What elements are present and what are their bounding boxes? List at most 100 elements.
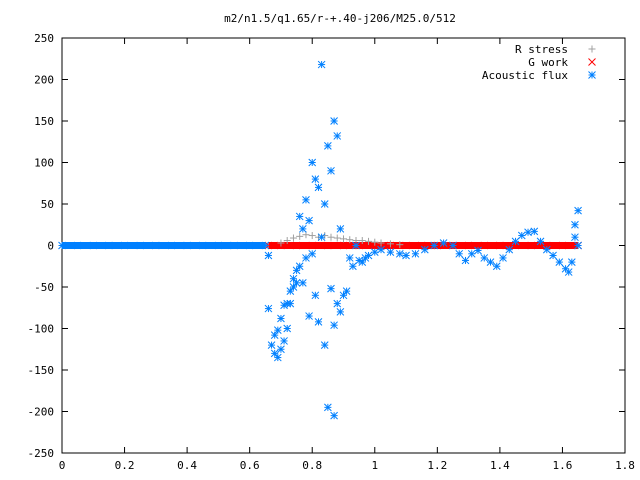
point-star [277, 314, 285, 323]
point-star [511, 237, 520, 246]
point-star [330, 117, 338, 125]
point-star [198, 241, 207, 250]
point-star [358, 258, 367, 266]
point-plus [296, 232, 304, 240]
point-star [327, 284, 335, 293]
point-star [277, 345, 285, 354]
point-star [292, 278, 301, 287]
point-star [311, 291, 320, 300]
point-star [286, 287, 295, 296]
point-star [305, 216, 313, 225]
x-tick-label: 0.2 [115, 459, 135, 472]
x-tick-label: 1.8 [615, 459, 635, 472]
point-star [120, 241, 129, 250]
point-star [245, 241, 254, 250]
point-plus [321, 232, 329, 240]
point-star [270, 331, 279, 339]
point-star [336, 308, 345, 316]
point-cross [402, 241, 410, 250]
point-plus [377, 239, 385, 247]
chart-title: m2/n1.5/q1.65/r-+.40-j206/M25.0/512 [224, 12, 456, 25]
point-star [420, 245, 429, 254]
point-star [214, 241, 223, 250]
point-plus [333, 234, 341, 242]
point-star [330, 411, 338, 420]
point-star [314, 183, 323, 192]
point-star [167, 241, 176, 250]
point-plus [340, 235, 347, 243]
point-star [308, 249, 317, 258]
point-star [298, 278, 307, 287]
point-star [89, 241, 98, 250]
x-tick-label: 1 [371, 459, 378, 472]
point-star [486, 258, 495, 266]
y-tick-label: -150 [28, 364, 55, 377]
point-star [555, 258, 564, 266]
point-star [302, 254, 310, 262]
point-star [549, 251, 557, 260]
point-star [370, 248, 379, 256]
point-star [530, 227, 539, 236]
point-star [411, 249, 420, 258]
point-cross [527, 241, 536, 250]
point-plus [371, 238, 379, 246]
point-star [327, 166, 335, 175]
y-tick-label: -100 [28, 323, 55, 336]
point-star [283, 324, 292, 333]
point-star [571, 233, 579, 242]
point-star [517, 231, 526, 240]
point-star [324, 142, 332, 150]
point-star [320, 341, 329, 349]
point-star [455, 249, 464, 258]
point-plus [386, 240, 394, 248]
point-star [314, 318, 323, 326]
point-star [292, 266, 301, 275]
point-star [267, 341, 276, 349]
point-star [333, 299, 342, 308]
point-star [270, 349, 279, 358]
legend-label: G work [528, 56, 568, 69]
x-tick-label: 0.6 [240, 459, 260, 472]
point-plus [327, 233, 335, 241]
y-tick-label: 150 [34, 115, 54, 128]
point-star [439, 239, 448, 247]
y-tick-label: 100 [34, 157, 54, 170]
x-tick-label: 1.4 [490, 459, 510, 472]
point-star [349, 262, 357, 271]
y-tick-label: 200 [34, 74, 54, 87]
point-star [136, 241, 145, 250]
point-star [430, 241, 439, 250]
point-star [364, 251, 373, 260]
y-tick-label: -50 [34, 281, 54, 294]
point-plus [358, 237, 366, 245]
legend-marker [588, 45, 596, 53]
x-tick-label: 0.8 [302, 459, 322, 472]
y-tick-label: 50 [41, 198, 54, 211]
point-cross [496, 241, 504, 250]
point-cross [417, 241, 426, 250]
point-star [542, 245, 551, 254]
x-tick-label: 1.6 [553, 459, 573, 472]
y-tick-label: 250 [34, 32, 54, 45]
point-star [336, 225, 345, 233]
point-star [273, 353, 282, 362]
point-star [308, 158, 317, 167]
point-plus [396, 241, 404, 249]
y-tick-label: -250 [28, 447, 55, 460]
point-star [273, 326, 282, 335]
point-star [317, 233, 326, 242]
data-marks [58, 60, 582, 420]
point-star [339, 291, 348, 300]
point-star [289, 274, 298, 283]
point-star [324, 403, 332, 412]
point-plus [346, 236, 354, 244]
point-star [317, 60, 326, 69]
point-star [467, 249, 476, 258]
point-star [298, 225, 307, 233]
point-star [499, 254, 507, 262]
point-star [474, 246, 482, 255]
point-star [395, 249, 404, 258]
point-star [73, 241, 82, 250]
point-star [330, 321, 338, 330]
